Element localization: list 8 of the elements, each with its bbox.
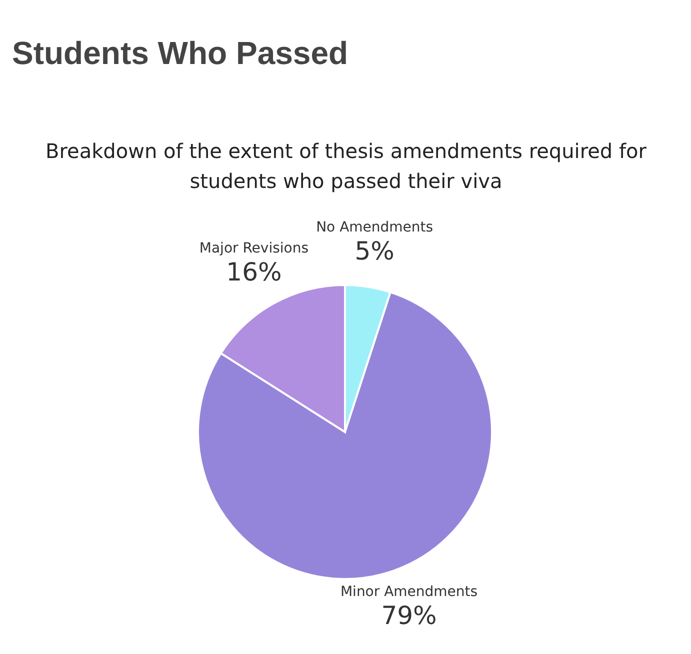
- data-label: 5%: [354, 236, 394, 266]
- chart-subtitle: Breakdown of the extent of thesis amendments required for students who passed their viva: [46, 139, 648, 193]
- data-label: 16%: [226, 257, 282, 286]
- slice-label: No Amendments: [316, 219, 434, 236]
- slice-label: Minor Amendments: [340, 584, 478, 600]
- data-label: 79%: [381, 600, 437, 630]
- chart-title: Students Who Passed: [12, 35, 348, 71]
- slice-label: Major Revisions: [199, 240, 309, 256]
